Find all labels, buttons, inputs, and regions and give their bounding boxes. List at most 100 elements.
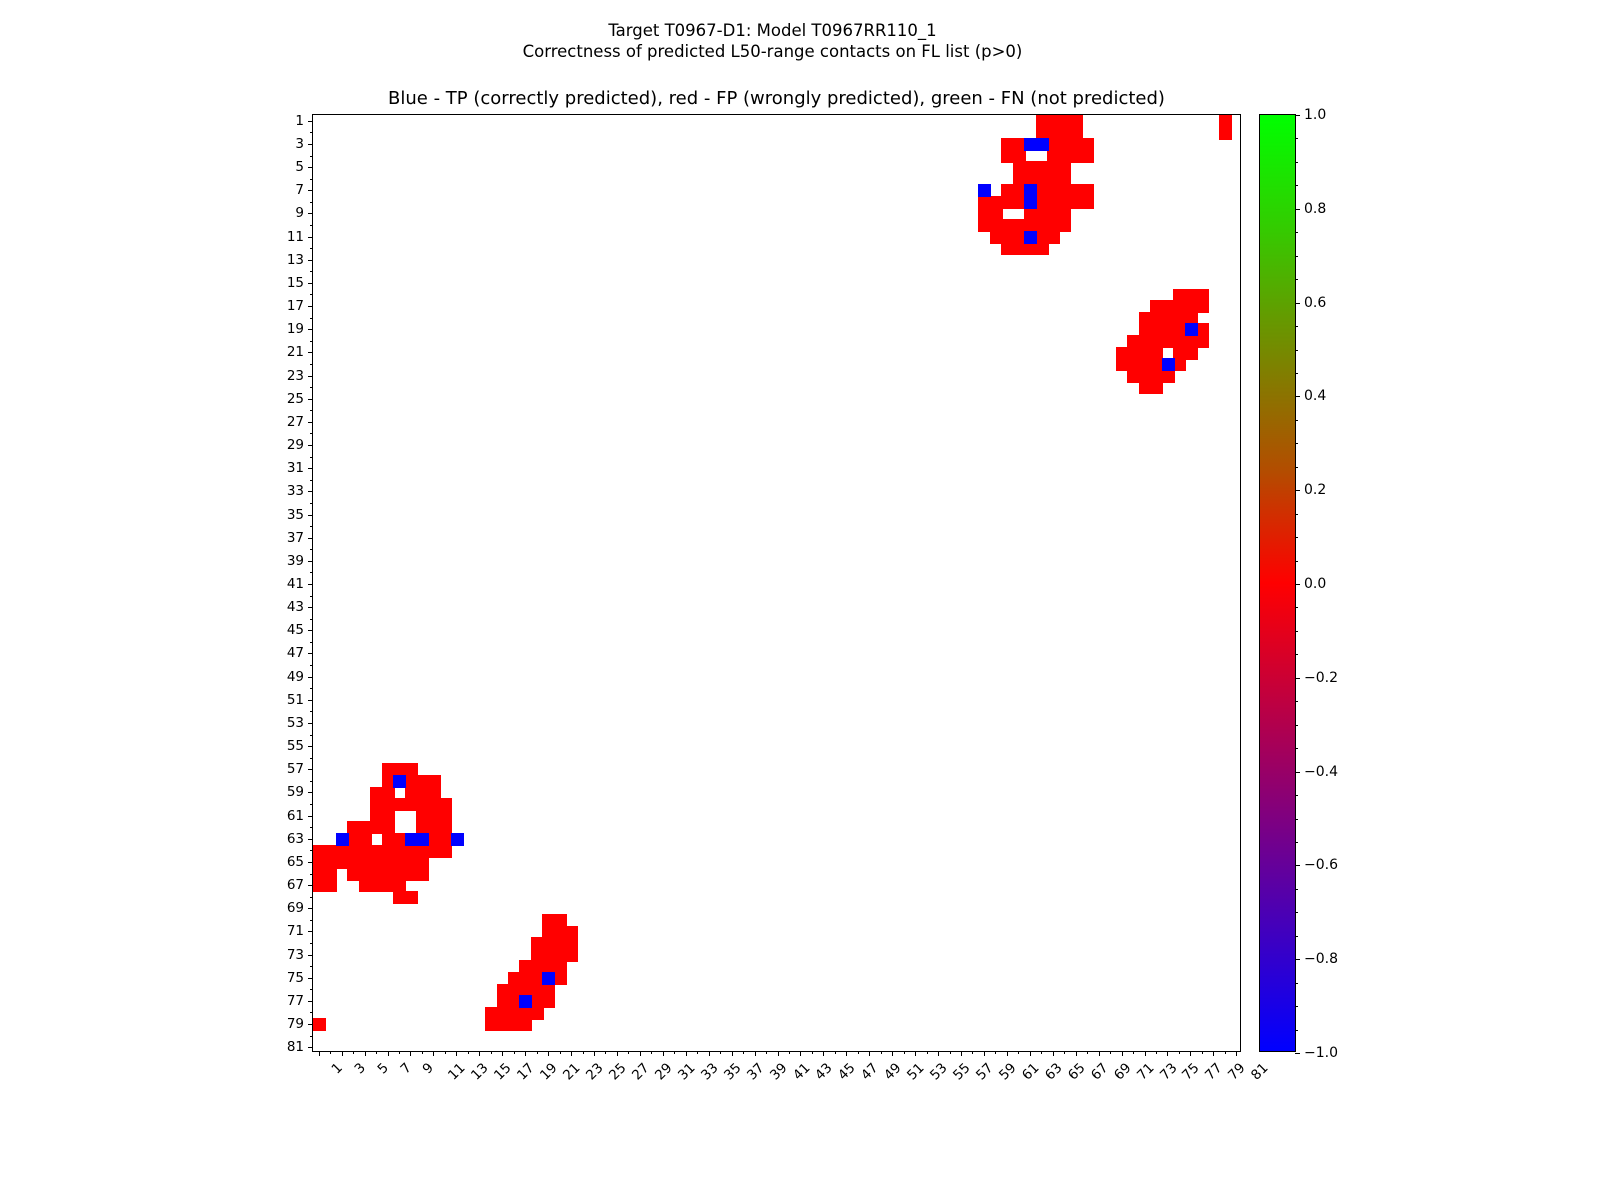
colorbar-minor-tick (1295, 232, 1298, 234)
y-axis-tick (308, 815, 313, 817)
contact-cell-fp (1081, 149, 1095, 163)
y-axis-tick (310, 178, 313, 180)
contact-cell-fp (1024, 242, 1038, 256)
y-axis-tick-label: 55 (286, 738, 304, 755)
colorbar-minor-tick (1295, 888, 1298, 890)
y-axis-tick (310, 850, 313, 852)
contact-cell-fp (358, 879, 372, 893)
contact-cell-fp (989, 207, 1003, 221)
colorbar-minor-tick (1295, 419, 1298, 421)
contact-cell-fp (530, 937, 544, 951)
contact-cell-fp (335, 844, 349, 858)
contact-cell-fp (1196, 288, 1210, 302)
colorbar[interactable]: −1.0 −0.8 −0.6 −0.4 −0.2 0.0 0.2 0.4 0.6 0.8 1.0 (1259, 107, 1338, 1061)
contact-cell-fp (1115, 358, 1129, 372)
contact-cell-fp (1069, 149, 1083, 163)
contact-cell-fp (553, 971, 567, 985)
contact-cell-fp (393, 867, 407, 881)
x-axis-tick-label: 35 (720, 1060, 745, 1084)
contact-cell-fp (313, 844, 326, 858)
y-axis-tick (310, 572, 313, 574)
contact-cell-fp (1058, 161, 1072, 175)
contact-cell-fp (1024, 207, 1038, 221)
contact-cell-tp (519, 995, 533, 1009)
x-axis-tick (674, 1051, 676, 1054)
contact-cell-fp (1161, 335, 1175, 349)
x-axis-tick-label: 45 (835, 1060, 859, 1084)
contact-cell-fp (530, 960, 544, 974)
colorbar-minor-tick (1295, 935, 1298, 937)
x-axis-tick (1213, 1051, 1215, 1056)
y-axis-tick (310, 711, 313, 713)
contact-cell-fp (565, 937, 579, 951)
colorbar-tick-label: 0.0 (1304, 576, 1327, 592)
x-axis-tick (995, 1051, 997, 1054)
contact-cell-fp (1047, 161, 1061, 175)
contact-cell-fp (347, 821, 361, 835)
contact-cell-fp (347, 832, 361, 846)
y-axis-tick (310, 966, 313, 968)
contact-cell-fp (393, 856, 407, 870)
y-axis-tick (308, 699, 313, 701)
colorbar-tick (1295, 677, 1300, 679)
y-axis-tick-label: 25 (286, 390, 304, 407)
x-axis-tick (536, 1051, 538, 1054)
contact-cell-fp (324, 867, 338, 881)
contact-cell-fp (1001, 219, 1015, 233)
x-axis-tick-label: 27 (628, 1060, 653, 1084)
y-axis-tick (308, 421, 313, 423)
y-axis-tick (308, 676, 313, 678)
contact-cell-fp (404, 786, 418, 800)
y-axis-tick (308, 190, 313, 192)
contact-cell-fp (1058, 184, 1072, 198)
y-axis-tick (310, 340, 313, 342)
x-axis-tick (628, 1051, 630, 1054)
y-axis-tick-label: 39 (286, 552, 304, 569)
x-axis-tick (1190, 1051, 1192, 1056)
contact-cell-fp (1058, 219, 1072, 233)
x-axis-tick (479, 1051, 481, 1056)
y-axis-tick (310, 271, 313, 273)
colorbar-minor-tick (1295, 1006, 1298, 1008)
y-axis-tick-label: 63 (286, 830, 304, 847)
contact-cell-fp (1138, 335, 1152, 349)
contact-cell-fp (1035, 172, 1049, 186)
y-axis-tick (310, 526, 313, 528)
contact-cell-fp (347, 844, 361, 858)
contact-cell-fp (324, 856, 338, 870)
contact-cell-fp (1173, 323, 1187, 337)
x-axis-tick-label: 5 (374, 1060, 392, 1078)
x-axis-tick (1133, 1051, 1135, 1054)
x-axis-tick-label: 57 (973, 1060, 997, 1084)
contact-cell-fp (1047, 138, 1061, 152)
colorbar-tick (1295, 396, 1300, 398)
y-axis-tick-label: 13 (286, 251, 304, 268)
y-axis-tick-label: 53 (286, 714, 304, 731)
contact-cell-fp (1035, 196, 1049, 210)
colorbar-minor-tick (1295, 372, 1298, 374)
y-axis-tick-label: 33 (286, 483, 304, 500)
contact-cell-fp (1184, 335, 1198, 349)
x-axis-tick (1006, 1051, 1008, 1056)
y-axis-tick (310, 456, 313, 458)
x-axis-tick (766, 1051, 768, 1054)
contact-cell-tp (1024, 138, 1038, 152)
y-axis-tick (310, 132, 313, 134)
contact-cell-fp (1047, 172, 1061, 186)
x-axis-tick (949, 1051, 951, 1054)
colorbar-tick-label: 0.8 (1304, 200, 1327, 217)
contact-cell-fp (553, 914, 567, 928)
contact-cell-fp (530, 995, 544, 1009)
contact-cell-fp (1127, 369, 1141, 383)
y-axis-tick (310, 827, 313, 829)
contact-map-plot-area[interactable]: 1 3 5 7 9 11 13 15 17 19 21 23 25 27 29 31 33 35 37 39 41 43 4… (287, 113, 1272, 1084)
x-axis-tick (330, 1051, 332, 1054)
contact-cell-fp (542, 995, 556, 1009)
contact-cell-fp (324, 879, 338, 893)
x-axis-tick-label: 69 (1110, 1060, 1135, 1084)
x-axis-tick-label: 67 (1087, 1060, 1112, 1084)
contact-cell-fp (416, 786, 430, 800)
x-axis-tick-label: 77 (1202, 1060, 1226, 1084)
contact-cell-fp (1035, 207, 1049, 221)
x-axis-tick (559, 1051, 561, 1054)
